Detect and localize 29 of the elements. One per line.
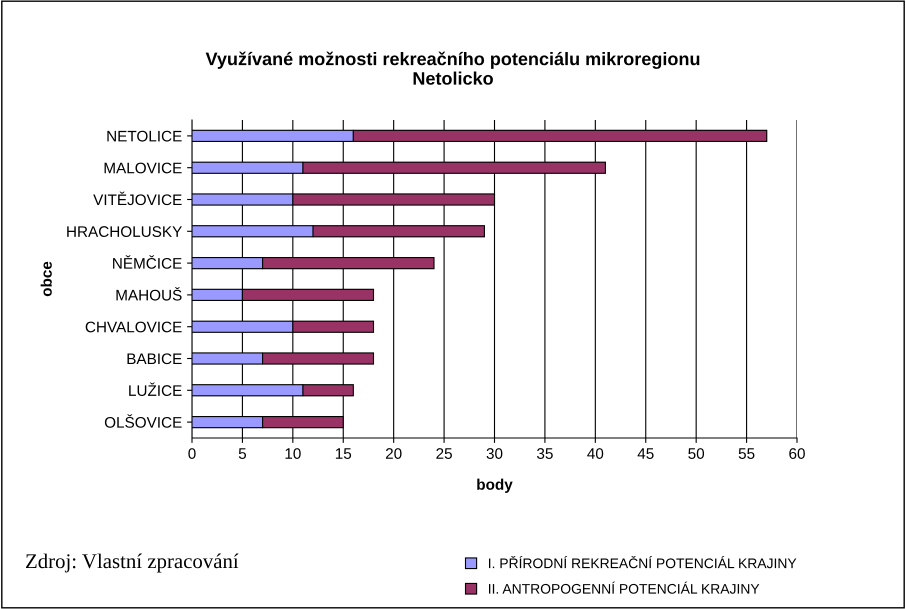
x-tick-label: 60	[789, 448, 805, 459]
y-tick-label: NĚMČICE	[113, 255, 182, 269]
y-tick-label: CHVALOVICE	[86, 322, 182, 332]
x-tick-label: 35	[537, 448, 553, 459]
x-tick-label: 50	[688, 448, 704, 459]
legend-label: II. ANTROPOGENNÍ POTENCIÁL KRAJINY	[489, 582, 760, 594]
x-tick-label: 10	[286, 448, 301, 459]
y-tick-label: HRACHOLUSKY	[67, 226, 182, 237]
x-tick-label: 30	[486, 448, 502, 459]
x-tick-label: 15	[336, 448, 352, 459]
legend-label: I. PŘÍRODNÍ REKREAČNÍ POTENCIÁL KRAJINY	[489, 556, 796, 568]
x-tick-label: 55	[738, 448, 754, 459]
y-tick-label: NETOLICE	[107, 130, 182, 142]
x-tick-label: 45	[638, 448, 654, 459]
y-tick-label: VITĚJOVICE	[93, 192, 182, 206]
y-axis-title: obce	[40, 262, 52, 296]
x-tick-label: 40	[587, 448, 604, 459]
x-tick-label: 5	[238, 448, 246, 459]
x-tick-label: 25	[436, 448, 452, 459]
y-tick-label: BABICE	[127, 353, 182, 364]
y-tick-label: MALOVICE	[104, 162, 182, 174]
y-tick-label: OLŠOVICE	[104, 414, 182, 428]
text: Zdroj: Vlastní zpracování	[26, 554, 238, 572]
x-axis-title: body	[477, 478, 513, 493]
y-tick-label: MAHOUŠ	[116, 287, 182, 301]
x-tick-label: 20	[386, 448, 402, 459]
x-tick-label: 0	[188, 448, 196, 459]
chart-title: Využívané možnosti rekreačního potenciálu mikroregionu Netolicko	[206, 52, 700, 85]
y-tick-label: LUŽICE	[129, 382, 182, 396]
